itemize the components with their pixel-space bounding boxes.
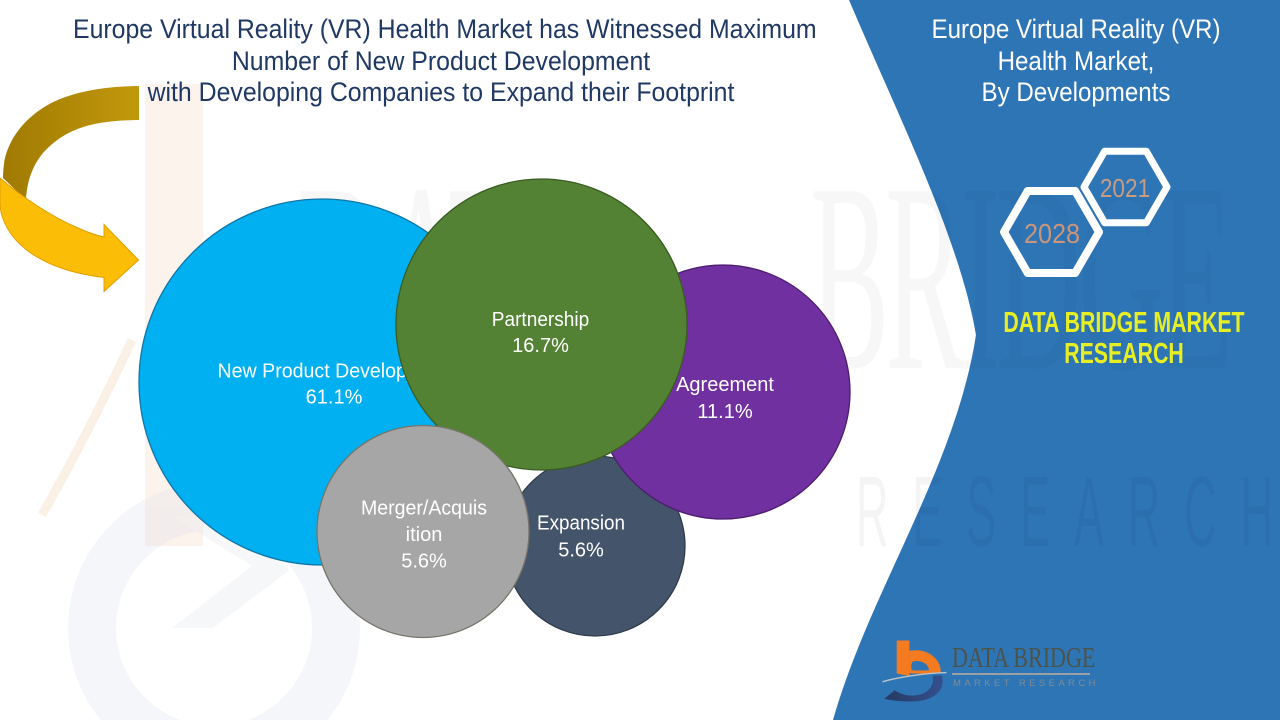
svg-text:61.1%: 61.1% bbox=[306, 387, 363, 409]
svg-text:RESEARCH: RESEARCH bbox=[856, 457, 1280, 568]
svg-text:11.1%: 11.1% bbox=[697, 401, 752, 423]
svg-text:Expansion: Expansion bbox=[537, 513, 625, 535]
svg-text:Merger/Acquis: Merger/Acquis bbox=[361, 498, 487, 520]
svg-text:16.7%: 16.7% bbox=[512, 335, 569, 357]
svg-text:Partnership: Partnership bbox=[492, 309, 590, 331]
svg-text:5.6%: 5.6% bbox=[558, 540, 604, 562]
svg-text:5.6%: 5.6% bbox=[401, 551, 447, 573]
svg-text:Agreement: Agreement bbox=[676, 374, 774, 396]
svg-text:New Product Development: New Product Development bbox=[218, 361, 451, 383]
svg-text:ition: ition bbox=[406, 524, 443, 546]
